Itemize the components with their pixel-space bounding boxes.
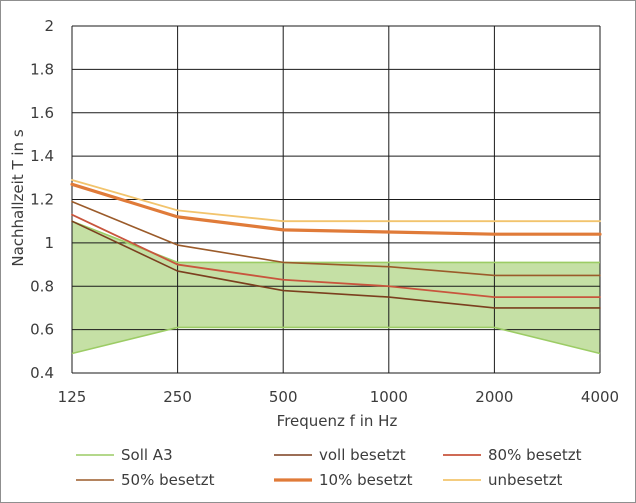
- x-axis-title: Frequenz f in Hz: [277, 412, 398, 430]
- x-tick-label: 2000: [475, 388, 513, 406]
- legend-label-unbesetzt: unbesetzt: [488, 471, 563, 489]
- y-tick-label: 0.8: [30, 277, 54, 295]
- plot-area: [70, 25, 602, 374]
- legend-label-10-besetzt: 10% besetzt: [319, 471, 413, 489]
- y-tick-label: 0.6: [30, 321, 54, 339]
- x-axis-ticks: 125 250 500 1000 2000 4000: [58, 388, 619, 406]
- legend: Soll A3 voll besetzt 80% besetzt 50% besetz…: [76, 446, 582, 489]
- x-tick-label: 4000: [581, 388, 619, 406]
- series-unbesetzt-line: [71, 179, 601, 223]
- series-50-besetzt-line: [71, 200, 601, 277]
- y-tick-label: 2: [44, 17, 54, 35]
- legend-label-soll-a3: Soll A3: [121, 446, 173, 464]
- series-80-besetzt-line: [71, 213, 601, 298]
- x-tick-label: 125: [58, 388, 87, 406]
- y-tick-label: 0.4: [30, 364, 54, 382]
- y-axis-ticks: 0.4 0.6 0.8 1 1.2 1.4 1.6 1.8 2: [30, 17, 54, 382]
- y-tick-label: 1: [44, 234, 54, 252]
- series-10-besetzt-line: [70, 182, 602, 236]
- soll-band-area: [72, 221, 600, 354]
- legend-label-voll-besetzt: voll besetzt: [319, 446, 406, 464]
- x-tick-label: 1000: [370, 388, 408, 406]
- y-tick-label: 1.8: [30, 60, 54, 78]
- y-axis-title: Nachhallzeit T in s: [9, 129, 27, 266]
- soll-band-lower: [71, 326, 601, 355]
- y-tick-label: 1.2: [30, 191, 54, 209]
- legend-label-50-besetzt: 50% besetzt: [121, 471, 215, 489]
- y-tick-label: 1.4: [30, 147, 54, 165]
- series-voll-besetzt-line: [71, 220, 601, 309]
- legend-label-80-besetzt: 80% besetzt: [488, 446, 582, 464]
- y-tick-label: 1.6: [30, 104, 54, 122]
- x-tick-label: 500: [269, 388, 298, 406]
- x-tick-label: 250: [163, 388, 192, 406]
